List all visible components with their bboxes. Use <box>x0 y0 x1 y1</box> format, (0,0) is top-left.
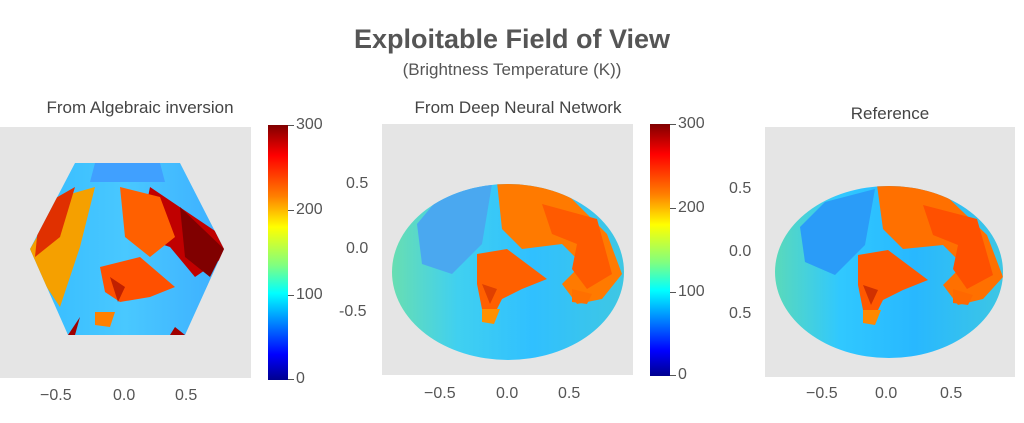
x-tick-label: 0.5 <box>940 385 963 402</box>
y-tick-label: -0.5 <box>339 303 367 320</box>
colorbar-tick-mark <box>670 292 676 293</box>
y-tick-label: 0.0 <box>346 240 369 257</box>
heatmap-reference <box>765 127 1015 377</box>
colorbar-tick-label: 200 <box>296 201 323 218</box>
colorbar-1 <box>268 125 288 380</box>
colorbar-tick-label: 0 <box>296 370 305 387</box>
colorbar-tick-mark <box>670 124 676 125</box>
x-tick-label: −0.5 <box>806 385 838 402</box>
figure-title: Exploitable Field of View <box>353 24 671 54</box>
y-tick-label: 0.5 <box>346 175 369 192</box>
colorbar-tick-mark <box>670 375 676 376</box>
panel-title-dnn: From Deep Neural Network <box>414 98 622 117</box>
x-tick-label: 0.5 <box>175 387 198 404</box>
x-tick-label: 0.0 <box>875 385 898 402</box>
colorbar-tick-label: 100 <box>678 283 705 300</box>
y-tick-label: 0.5 <box>729 305 752 322</box>
heatmap-algebraic <box>0 127 251 378</box>
x-tick-label: 0.0 <box>113 387 136 404</box>
x-tick-label: 0.5 <box>558 385 581 402</box>
x-tick-label: −0.5 <box>424 385 456 402</box>
heatmap-dnn <box>382 124 633 375</box>
colorbar-tick-label: 300 <box>296 116 323 133</box>
panel-title-algebraic: From Algebraic inversion <box>46 98 234 117</box>
colorbar-tick-mark <box>670 208 676 209</box>
colorbar-tick-mark <box>288 125 294 126</box>
panel-title-reference: Reference <box>850 104 930 123</box>
colorbar-tick-mark <box>288 379 294 380</box>
colorbar-tick-label: 100 <box>296 286 323 303</box>
figure-subtitle: (Brightness Temperature (K)) <box>402 60 622 79</box>
colorbar-tick-label: 0 <box>678 366 687 383</box>
colorbar-tick-label: 300 <box>678 115 705 132</box>
y-tick-label: 0.0 <box>729 243 752 260</box>
colorbar-2 <box>650 124 670 376</box>
y-tick-label: 0.5 <box>729 180 752 197</box>
colorbar-tick-mark <box>288 295 294 296</box>
colorbar-tick-label: 200 <box>678 199 705 216</box>
colorbar-tick-mark <box>288 210 294 211</box>
x-tick-label: 0.0 <box>496 385 519 402</box>
x-tick-label: −0.5 <box>40 387 72 404</box>
